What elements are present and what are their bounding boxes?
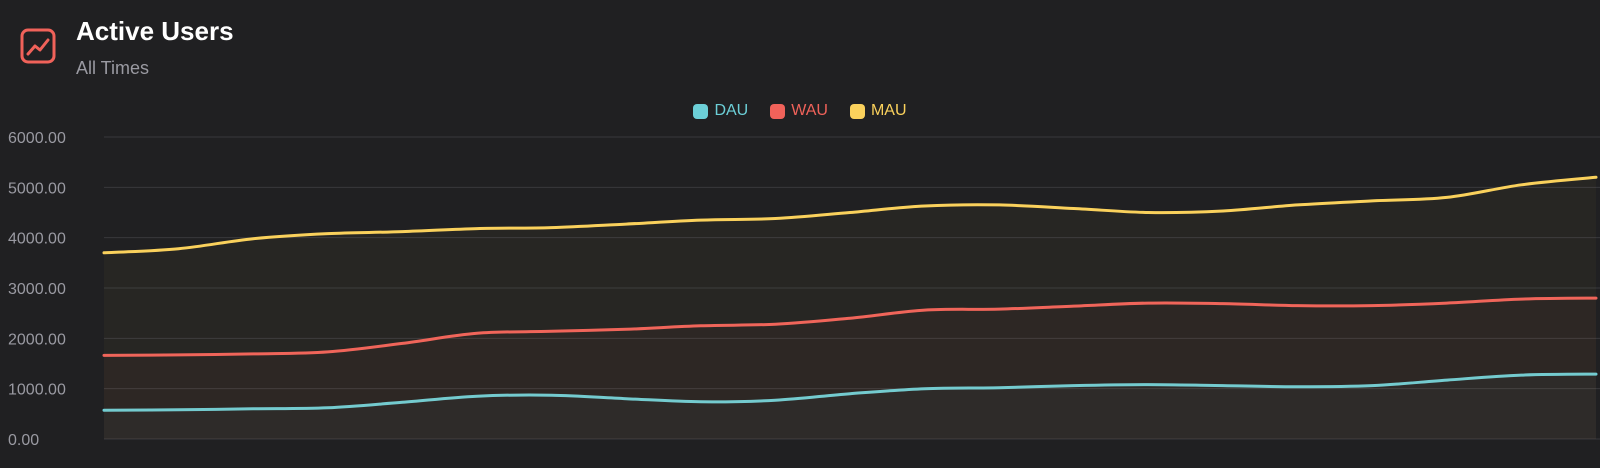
legend-swatch — [770, 103, 786, 119]
series-area-mau — [104, 177, 1596, 439]
chart-header: Active Users All Times — [20, 14, 620, 84]
y-tick-label: 3000.00 — [8, 281, 66, 298]
series-line-dau[interactable] — [102, 372, 1598, 412]
chart-title: Active Users — [76, 16, 234, 46]
y-tick-label: 5000.00 — [8, 180, 66, 197]
legend-item-wau[interactable]: WAU — [770, 102, 828, 120]
line-chart-icon — [20, 28, 56, 64]
chart-legend: DAU WAU MAU — [0, 102, 1600, 120]
y-tick-label: 6000.00 — [8, 130, 66, 147]
legend-item-mau[interactable]: MAU — [849, 102, 907, 120]
legend-swatch — [693, 103, 709, 119]
chart-subtitle: All Times — [76, 58, 150, 78]
series-line-wau[interactable] — [102, 296, 1598, 357]
legend-item-dau[interactable]: DAU — [693, 102, 748, 120]
legend-swatch — [849, 103, 865, 119]
y-tick-label: 1000.00 — [8, 382, 66, 399]
y-tick-label: 0.00 — [8, 432, 39, 449]
legend-label: WAU — [791, 102, 828, 119]
y-tick-label: 2000.00 — [8, 331, 66, 348]
legend-label: MAU — [870, 102, 907, 119]
series-line-mau[interactable] — [102, 175, 1598, 255]
legend-label: DAU — [714, 102, 749, 119]
y-tick-label: 4000.00 — [8, 231, 66, 248]
